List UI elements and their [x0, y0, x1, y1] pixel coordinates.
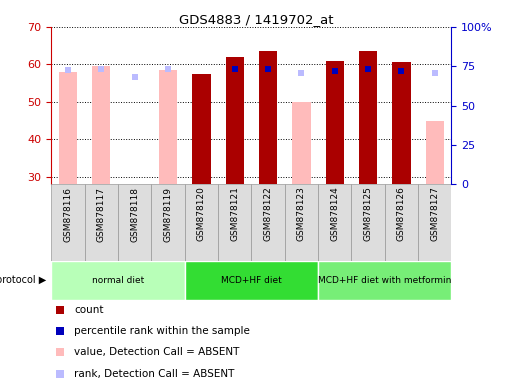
Bar: [418, 184, 451, 261]
Bar: [85, 184, 118, 261]
Text: GSM878119: GSM878119: [164, 187, 172, 242]
Bar: [151, 184, 185, 261]
Bar: [292, 102, 310, 184]
Bar: [392, 63, 410, 184]
Text: MCD+HF diet: MCD+HF diet: [221, 276, 282, 285]
Bar: [426, 121, 444, 184]
Text: normal diet: normal diet: [92, 276, 144, 285]
Bar: [251, 184, 285, 261]
Bar: [185, 261, 318, 300]
Bar: [51, 261, 185, 300]
Text: GSM878117: GSM878117: [97, 187, 106, 242]
Bar: [118, 184, 151, 261]
Text: GSM878125: GSM878125: [364, 187, 372, 242]
Bar: [351, 184, 385, 261]
Text: GSM878120: GSM878120: [197, 187, 206, 242]
Bar: [218, 184, 251, 261]
Text: value, Detection Call = ABSENT: value, Detection Call = ABSENT: [74, 348, 240, 358]
Bar: [159, 70, 177, 184]
Bar: [92, 66, 110, 184]
Bar: [59, 72, 77, 184]
Bar: [318, 261, 451, 300]
Text: percentile rank within the sample: percentile rank within the sample: [74, 326, 250, 336]
Bar: [326, 61, 344, 184]
Text: GSM878122: GSM878122: [264, 187, 272, 242]
Text: GSM878121: GSM878121: [230, 187, 239, 242]
Bar: [359, 51, 377, 184]
Bar: [185, 184, 218, 261]
Bar: [285, 184, 318, 261]
Text: GSM878118: GSM878118: [130, 187, 139, 242]
Text: count: count: [74, 305, 104, 314]
Text: protocol ▶: protocol ▶: [0, 275, 46, 285]
Text: GSM878123: GSM878123: [297, 187, 306, 242]
Text: GSM878124: GSM878124: [330, 187, 339, 242]
Text: rank, Detection Call = ABSENT: rank, Detection Call = ABSENT: [74, 369, 234, 379]
Bar: [192, 74, 210, 184]
Text: MCD+HF diet with metformin: MCD+HF diet with metformin: [318, 276, 451, 285]
Bar: [226, 57, 244, 184]
Text: GSM878126: GSM878126: [397, 187, 406, 242]
Bar: [385, 184, 418, 261]
Text: GSM878116: GSM878116: [64, 187, 72, 242]
Bar: [259, 51, 277, 184]
Bar: [318, 184, 351, 261]
Text: GSM878127: GSM878127: [430, 187, 439, 242]
Text: GDS4883 / 1419702_at: GDS4883 / 1419702_at: [179, 13, 334, 26]
Bar: [51, 184, 85, 261]
